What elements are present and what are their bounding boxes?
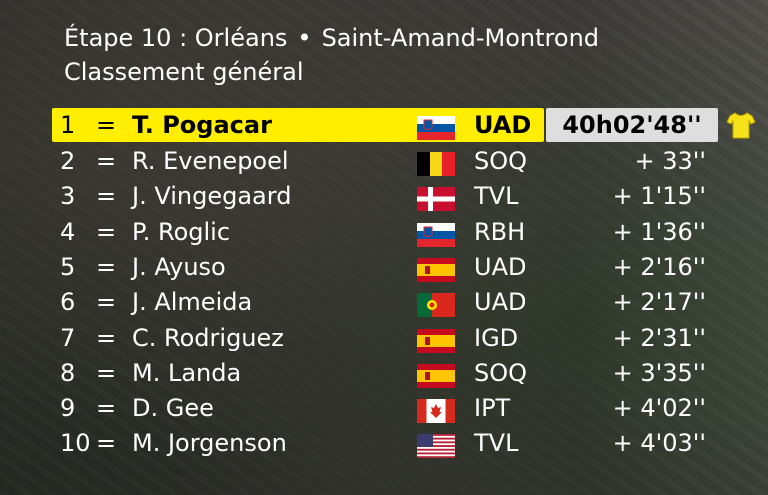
rank-change: = bbox=[96, 147, 117, 175]
time-gap: + 3'35'' bbox=[612, 358, 706, 387]
stage-start: Étape 10 : Orléans bbox=[64, 24, 288, 52]
standings-row: 5 = J. Ayuso UAD + 2'16'' bbox=[56, 250, 718, 284]
rider-name: C. Rodriguez bbox=[132, 323, 284, 352]
time-gap: + 4'02'' bbox=[612, 394, 706, 423]
stage-finish: Saint-Amand-Montrond bbox=[321, 24, 600, 52]
denmark-flag bbox=[417, 186, 455, 212]
rank: 5 bbox=[60, 252, 76, 281]
time-gap: + 4'03'' bbox=[612, 429, 706, 458]
team-code: TVL bbox=[474, 429, 519, 458]
standings-row: 7 = C. Rodriguez IGD + 2'31'' bbox=[56, 321, 718, 355]
standings-row: 8 = M. Landa SOQ + 3'35'' bbox=[56, 356, 718, 390]
canada-flag bbox=[417, 398, 455, 424]
team-code: IPT bbox=[474, 394, 511, 423]
rank-change: = bbox=[96, 358, 117, 387]
rider-name: J. Vingegaard bbox=[132, 182, 292, 211]
rider-name: M. Landa bbox=[132, 358, 242, 387]
rider-name: J. Almeida bbox=[132, 288, 253, 317]
rank: 9 bbox=[60, 394, 76, 423]
rank: 3 bbox=[60, 182, 76, 211]
standings-row: 3 = J. Vingegaard TVL + 1'15'' bbox=[56, 179, 718, 213]
time-gap: + 2'17'' bbox=[612, 288, 706, 317]
rank: 7 bbox=[60, 323, 76, 352]
stage-title: Étape 10 : Orléans • Saint-Amand-Montrond bbox=[64, 24, 599, 52]
rank: 6 bbox=[60, 288, 76, 317]
rank-change: = bbox=[96, 182, 117, 211]
title-separator: • bbox=[297, 24, 312, 52]
rider-name: M. Jorgenson bbox=[132, 429, 287, 458]
classification-title: Classement général bbox=[64, 58, 304, 86]
rank-change: = bbox=[96, 217, 117, 246]
leader-time: 40h02'48'' bbox=[546, 108, 718, 142]
standings-row: 2 = R. Evenepoel SOQ + 33'' bbox=[56, 144, 718, 178]
rider-name: P. Roglic bbox=[132, 217, 231, 246]
rider-name: T. Pogacar bbox=[132, 111, 272, 139]
slovenia-flag bbox=[417, 115, 455, 140]
rank: 8 bbox=[60, 358, 76, 387]
standings-row: 9 = D. Gee IPT + 4'02'' bbox=[56, 391, 718, 425]
standings-row: 10 = M. Jorgenson TVL + 4'03'' bbox=[56, 426, 718, 460]
team-code: UAD bbox=[474, 288, 527, 317]
rank-change: = bbox=[96, 394, 117, 423]
rank: 10 bbox=[60, 429, 91, 458]
rider-name: J. Ayuso bbox=[132, 252, 226, 281]
team-code: SOQ bbox=[474, 147, 528, 175]
team-code: IGD bbox=[474, 323, 519, 352]
time-gap: + 1'36'' bbox=[612, 217, 706, 246]
yellow-jersey-icon bbox=[726, 112, 756, 139]
rank-change: = bbox=[96, 111, 117, 139]
slovenia-flag bbox=[417, 222, 455, 247]
portugal-flag bbox=[417, 292, 455, 318]
time-gap: + 2'31'' bbox=[612, 323, 706, 352]
standings-row: 6 = J. Almeida UAD + 2'17'' bbox=[56, 285, 718, 319]
time-gap: + 33'' bbox=[634, 147, 706, 175]
rank-change: = bbox=[96, 429, 117, 458]
rank: 4 bbox=[60, 217, 76, 246]
rider-name: D. Gee bbox=[132, 394, 214, 423]
team-code: UAD bbox=[474, 111, 532, 139]
time-gap: + 1'15'' bbox=[612, 182, 706, 211]
rank-change: = bbox=[96, 252, 117, 281]
time-gap: + 2'16'' bbox=[612, 252, 706, 281]
rank: 2 bbox=[60, 147, 76, 175]
team-code: UAD bbox=[474, 252, 527, 281]
rank: 1 bbox=[60, 111, 76, 139]
team-code: SOQ bbox=[474, 358, 528, 387]
belgium-flag bbox=[417, 151, 455, 176]
rank-change: = bbox=[96, 288, 117, 317]
team-code: RBH bbox=[474, 217, 526, 246]
rider-name: R. Evenepoel bbox=[132, 147, 289, 175]
rank-change: = bbox=[96, 323, 117, 352]
spain-flag bbox=[417, 257, 455, 282]
spain-flag bbox=[417, 328, 455, 353]
spain-flag bbox=[417, 363, 455, 388]
standings-row: 4 = P. Roglic RBH + 1'36'' bbox=[56, 215, 718, 249]
leader-row: 1 = T. Pogacar UAD bbox=[52, 108, 544, 142]
usa-flag bbox=[417, 433, 455, 459]
team-code: TVL bbox=[474, 182, 519, 211]
